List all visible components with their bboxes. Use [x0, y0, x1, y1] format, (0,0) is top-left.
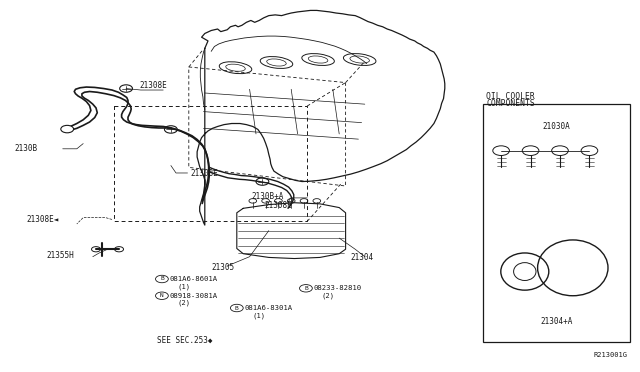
Text: (2): (2)	[322, 292, 335, 299]
Text: 21308E: 21308E	[264, 201, 292, 210]
Text: 21308E◄: 21308E◄	[27, 215, 60, 224]
Text: 21030A: 21030A	[543, 122, 571, 131]
Text: SEE SEC.253◆: SEE SEC.253◆	[157, 336, 212, 345]
Text: 21355H: 21355H	[46, 251, 74, 260]
Text: COMPONENTS: COMPONENTS	[486, 99, 535, 108]
Text: (1): (1)	[253, 312, 266, 319]
Text: B: B	[160, 276, 164, 282]
Text: (2): (2)	[178, 300, 191, 307]
Text: 08918-3081A: 08918-3081A	[170, 293, 218, 299]
Text: 21308E: 21308E	[140, 81, 167, 90]
Text: 2130B: 2130B	[14, 144, 37, 153]
Text: B: B	[304, 286, 308, 291]
Text: 08233-82810: 08233-82810	[314, 285, 362, 291]
Text: 21305: 21305	[211, 263, 234, 272]
Text: 21304: 21304	[351, 253, 374, 262]
Circle shape	[61, 125, 74, 133]
Text: 21304+A: 21304+A	[541, 317, 573, 326]
Text: 2130B+A: 2130B+A	[252, 192, 284, 201]
Text: N: N	[160, 293, 164, 298]
Text: 21308E: 21308E	[191, 169, 218, 178]
Text: B: B	[235, 305, 239, 311]
Bar	[483, 104, 630, 342]
Text: OIL COOLER: OIL COOLER	[486, 92, 535, 101]
Text: 081A6-8301A: 081A6-8301A	[244, 305, 292, 311]
Text: (1): (1)	[178, 283, 191, 290]
Text: 081A6-8601A: 081A6-8601A	[170, 276, 218, 282]
Text: R213001G: R213001G	[593, 352, 627, 358]
